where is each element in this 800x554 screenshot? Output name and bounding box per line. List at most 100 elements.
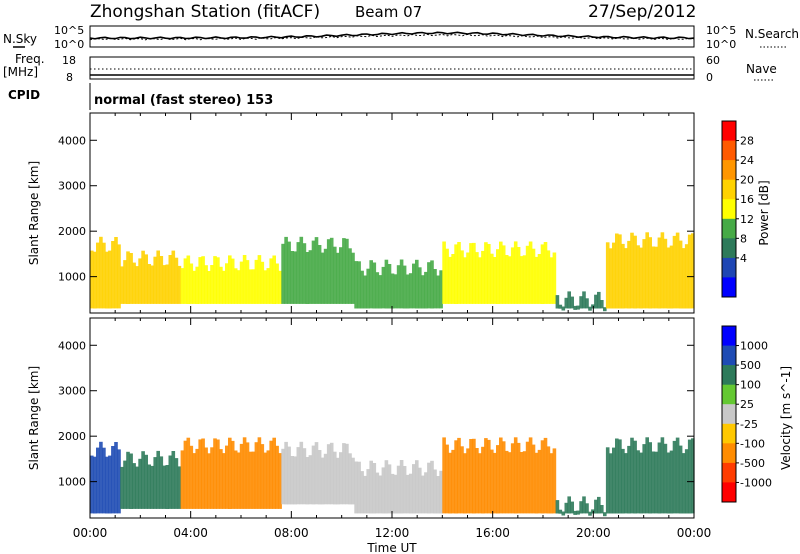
- heatmap-cell: [663, 238, 668, 309]
- heatmap-cell: [225, 445, 229, 509]
- heatmap-cell: [585, 298, 589, 309]
- heatmap-cell: [366, 469, 370, 514]
- heatmap-cell: [272, 255, 276, 304]
- heatmap-cell: [357, 461, 361, 514]
- heatmap-cell: [117, 244, 121, 309]
- heatmap-cell: [588, 306, 592, 311]
- heatmap-cell: [174, 458, 179, 509]
- y-tick-label: 3000: [58, 180, 86, 193]
- heatmap-cell: [600, 300, 604, 309]
- heatmap-cell: [233, 450, 238, 509]
- heatmap-cell: [126, 451, 130, 509]
- heatmap-cell: [281, 243, 285, 304]
- heatmap-cell: [579, 296, 583, 309]
- heatmap-cell: [210, 447, 214, 509]
- heatmap-cell: [645, 437, 649, 514]
- heatmap-cell: [424, 271, 428, 309]
- heatmap-cell: [600, 505, 604, 514]
- heatmap-cell: [96, 242, 100, 309]
- heatmap-cell: [576, 510, 580, 515]
- heatmap-cell: [90, 455, 94, 514]
- heatmap-cell: [141, 451, 145, 509]
- heatmap-cell: [660, 437, 665, 514]
- colorbar-tick-label: -100: [740, 437, 765, 450]
- heatmap-cell: [263, 452, 268, 509]
- heatmap-cell: [210, 265, 214, 304]
- heatmap-cell: [490, 449, 494, 514]
- heatmap-cell: [144, 254, 148, 304]
- heatmap-cell: [378, 275, 383, 309]
- heatmap-cell: [278, 270, 282, 304]
- colorbar-swatch: [722, 179, 736, 200]
- heatmap-cell: [198, 257, 202, 304]
- colorbar-tick-label: 20: [740, 174, 754, 187]
- heatmap-cell: [390, 473, 395, 514]
- heatmap-cell: [372, 463, 377, 514]
- heatmap-cell: [263, 270, 268, 304]
- heatmap-cell: [552, 448, 557, 514]
- heatmap-cell: [257, 255, 262, 304]
- heatmap-cell: [354, 261, 358, 309]
- heatmap-cell: [507, 452, 512, 514]
- heatmap-cell: [242, 437, 247, 509]
- heatmap-cell: [345, 443, 349, 505]
- heatmap-cell: [433, 269, 437, 309]
- heatmap-cell: [153, 457, 157, 509]
- heatmap-cell: [472, 438, 476, 514]
- heatmap-cell: [333, 246, 337, 304]
- heatmap-cell: [504, 255, 509, 304]
- heatmap-cell: [326, 239, 331, 304]
- heatmap-cell: [605, 242, 610, 309]
- heatmap-cell: [159, 256, 164, 304]
- heatmap-cell: [496, 445, 500, 514]
- heatmap-cell: [186, 255, 191, 304]
- heatmap-cell: [293, 456, 297, 505]
- heatmap-cell: [393, 274, 398, 309]
- nave-tick-low: 0: [706, 71, 713, 84]
- heatmap-cell: [233, 268, 238, 304]
- heatmap-cell: [531, 444, 536, 514]
- nave-label: Nave: [746, 62, 777, 76]
- cpid-text: normal (fast stereo) 153: [94, 93, 273, 108]
- heatmap-cell: [475, 448, 479, 514]
- heatmap-cell: [615, 438, 619, 514]
- heatmap-cell: [123, 460, 127, 509]
- heatmap-cell: [442, 241, 446, 304]
- colorbar-tick-label: 16: [740, 193, 754, 206]
- heatmap-cell: [405, 274, 410, 309]
- heatmap-cell: [230, 258, 235, 304]
- heatmap-cell: [460, 250, 464, 304]
- heatmap-cell: [513, 241, 518, 304]
- heatmap-cell: [213, 256, 217, 304]
- heatmap-cell: [165, 264, 170, 304]
- colorbar-tick-label: -500: [740, 457, 765, 470]
- y-tick-label: 2000: [58, 225, 86, 238]
- heatmap-cell: [351, 252, 355, 304]
- heatmap-cell: [549, 453, 554, 514]
- heatmap-cell: [657, 237, 662, 309]
- heatmap-cell: [236, 452, 241, 509]
- heatmap-cell: [519, 452, 524, 514]
- heatmap-cell: [537, 449, 542, 514]
- heatmap-cell: [290, 456, 294, 505]
- heatmap-cell: [522, 451, 527, 514]
- noise-search-line: [89, 33, 695, 41]
- heatmap-cell: [597, 496, 601, 514]
- heatmap-cell: [102, 447, 106, 514]
- heatmap-cell: [678, 445, 683, 514]
- heatmap-cell: [333, 451, 337, 505]
- nsearch-label: N.Search: [745, 27, 799, 41]
- heatmap-cell: [466, 252, 470, 304]
- heatmap-cell: [336, 252, 340, 304]
- heatmap-cell: [162, 465, 167, 509]
- heatmap-cell: [305, 252, 310, 304]
- heatmap-cell: [156, 250, 160, 304]
- heatmap-cell: [427, 262, 431, 309]
- nsky-tick-high: 10^5: [54, 24, 84, 37]
- heatmap-cell: [496, 249, 500, 304]
- heatmap-cell: [204, 265, 208, 304]
- heatmap-cell: [573, 305, 577, 310]
- heatmap-cell: [534, 256, 539, 304]
- heatmap-cell: [666, 247, 671, 309]
- freq-unit-label: [MHz]: [3, 65, 38, 79]
